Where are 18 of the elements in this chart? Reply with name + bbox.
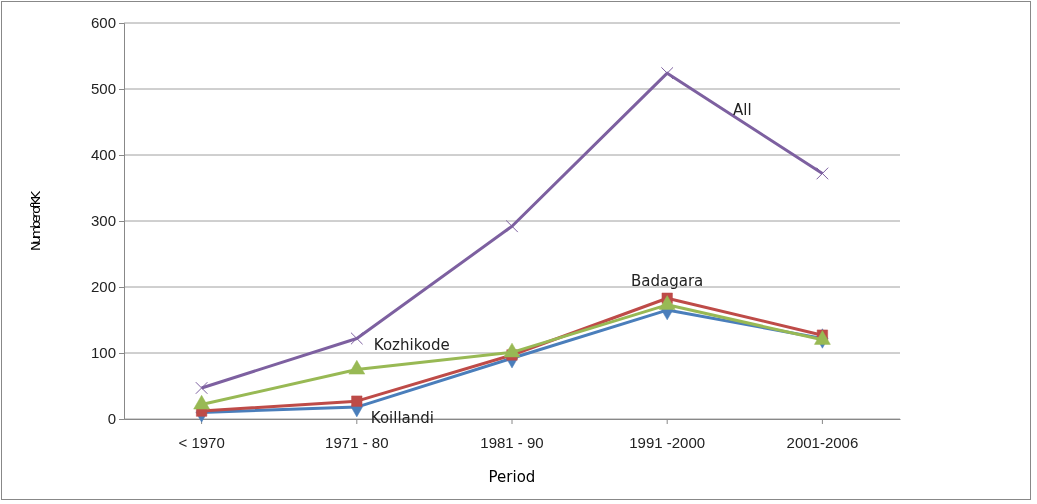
x-tick-label: 2001-2006 bbox=[786, 434, 859, 451]
x-tick-label: 1971 - 80 bbox=[325, 434, 389, 451]
y-tick-label: 600 bbox=[90, 14, 116, 32]
y-tick-label: 200 bbox=[90, 278, 116, 296]
series-label: Koillandi bbox=[370, 409, 434, 428]
y-tick-label: 100 bbox=[90, 344, 116, 362]
x-tick-label: 1981 - 90 bbox=[480, 434, 544, 451]
y-axis-title: Number of KK bbox=[28, 190, 43, 251]
x-tick-label: < 1970 bbox=[178, 434, 225, 451]
x-axis-title: Period bbox=[488, 468, 536, 486]
x-tick-label: 1991 -2000 bbox=[629, 434, 706, 451]
series-label: Badagara bbox=[631, 272, 704, 291]
y-tick-label: 300 bbox=[90, 212, 116, 230]
y-tick-label: 0 bbox=[107, 410, 116, 428]
y-tick-label: 500 bbox=[90, 80, 116, 98]
series-label: Kozhikode bbox=[373, 335, 450, 354]
y-tick-label: 400 bbox=[90, 146, 116, 164]
series-label: All bbox=[733, 101, 752, 120]
